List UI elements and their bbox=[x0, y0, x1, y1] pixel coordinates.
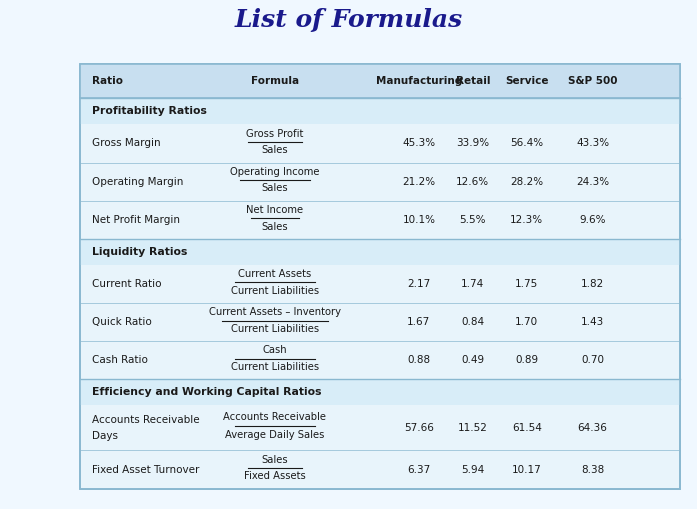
FancyBboxPatch shape bbox=[80, 239, 680, 265]
Text: Current Liabilities: Current Liabilities bbox=[231, 324, 319, 334]
Text: Fixed Asset Turnover: Fixed Asset Turnover bbox=[92, 465, 199, 474]
Text: Operating Margin: Operating Margin bbox=[92, 177, 183, 187]
Text: S&P 500: S&P 500 bbox=[568, 76, 618, 86]
Text: 1.82: 1.82 bbox=[581, 279, 604, 289]
Text: 61.54: 61.54 bbox=[512, 423, 542, 433]
Text: Net Income: Net Income bbox=[247, 205, 303, 215]
Text: 0.49: 0.49 bbox=[461, 355, 484, 365]
Text: 56.4%: 56.4% bbox=[510, 138, 543, 149]
Text: Gross Margin: Gross Margin bbox=[92, 138, 161, 149]
Text: Sales: Sales bbox=[261, 221, 289, 232]
Text: Fixed Assets: Fixed Assets bbox=[244, 471, 306, 482]
Text: Current Liabilities: Current Liabilities bbox=[231, 286, 319, 296]
Text: Cash Ratio: Cash Ratio bbox=[92, 355, 148, 365]
Text: 0.89: 0.89 bbox=[515, 355, 538, 365]
Text: Sales: Sales bbox=[261, 183, 289, 193]
Text: 2.17: 2.17 bbox=[407, 279, 431, 289]
Text: Retail: Retail bbox=[456, 76, 490, 86]
Text: Current Liabilities: Current Liabilities bbox=[231, 362, 319, 372]
Text: 33.9%: 33.9% bbox=[457, 138, 489, 149]
Text: Average Daily Sales: Average Daily Sales bbox=[225, 430, 325, 440]
Text: 24.3%: 24.3% bbox=[576, 177, 609, 187]
Text: 1.70: 1.70 bbox=[515, 317, 538, 327]
Text: 9.6%: 9.6% bbox=[579, 215, 606, 225]
Text: 6.37: 6.37 bbox=[407, 465, 431, 474]
Text: Liquidity Ratios: Liquidity Ratios bbox=[92, 247, 187, 257]
Text: Manufacturing: Manufacturing bbox=[376, 76, 462, 86]
Text: 45.3%: 45.3% bbox=[402, 138, 436, 149]
Text: Current Assets: Current Assets bbox=[238, 269, 312, 279]
Text: Efficiency and Working Capital Ratios: Efficiency and Working Capital Ratios bbox=[92, 387, 321, 398]
Text: 10.17: 10.17 bbox=[512, 465, 542, 474]
Text: Net Profit Margin: Net Profit Margin bbox=[92, 215, 180, 225]
Text: Current Ratio: Current Ratio bbox=[92, 279, 162, 289]
Text: Days: Days bbox=[92, 431, 118, 441]
Text: 28.2%: 28.2% bbox=[510, 177, 543, 187]
Text: Service: Service bbox=[505, 76, 549, 86]
Text: Accounts Receivable: Accounts Receivable bbox=[92, 415, 200, 425]
Text: 21.2%: 21.2% bbox=[402, 177, 436, 187]
Text: List of Formulas: List of Formulas bbox=[234, 8, 463, 33]
Text: 11.52: 11.52 bbox=[458, 423, 488, 433]
Text: Sales: Sales bbox=[261, 145, 289, 155]
FancyBboxPatch shape bbox=[80, 98, 680, 124]
Text: Operating Income: Operating Income bbox=[230, 167, 320, 177]
Text: Quick Ratio: Quick Ratio bbox=[92, 317, 152, 327]
Text: Profitability Ratios: Profitability Ratios bbox=[92, 106, 207, 117]
Text: 12.6%: 12.6% bbox=[457, 177, 489, 187]
Text: Formula: Formula bbox=[251, 76, 299, 86]
Text: 0.84: 0.84 bbox=[461, 317, 484, 327]
Text: 5.5%: 5.5% bbox=[459, 215, 486, 225]
Text: 64.36: 64.36 bbox=[578, 423, 608, 433]
Text: 1.74: 1.74 bbox=[461, 279, 484, 289]
FancyBboxPatch shape bbox=[80, 64, 680, 489]
Text: 1.43: 1.43 bbox=[581, 317, 604, 327]
Text: 12.3%: 12.3% bbox=[510, 215, 543, 225]
Text: 1.67: 1.67 bbox=[407, 317, 431, 327]
FancyBboxPatch shape bbox=[80, 64, 680, 98]
FancyBboxPatch shape bbox=[80, 379, 680, 405]
Text: Gross Profit: Gross Profit bbox=[246, 129, 304, 138]
Text: Cash: Cash bbox=[263, 346, 287, 355]
Text: Sales: Sales bbox=[261, 455, 289, 465]
Text: 10.1%: 10.1% bbox=[402, 215, 436, 225]
Text: 8.38: 8.38 bbox=[581, 465, 604, 474]
Text: Ratio: Ratio bbox=[92, 76, 123, 86]
Text: 1.75: 1.75 bbox=[515, 279, 538, 289]
Text: 5.94: 5.94 bbox=[461, 465, 484, 474]
Text: 0.70: 0.70 bbox=[581, 355, 604, 365]
Text: Current Assets – Inventory: Current Assets – Inventory bbox=[209, 307, 341, 317]
Text: 43.3%: 43.3% bbox=[576, 138, 609, 149]
Text: 57.66: 57.66 bbox=[404, 423, 434, 433]
Text: Accounts Receivable: Accounts Receivable bbox=[224, 412, 326, 422]
Text: 0.88: 0.88 bbox=[407, 355, 430, 365]
